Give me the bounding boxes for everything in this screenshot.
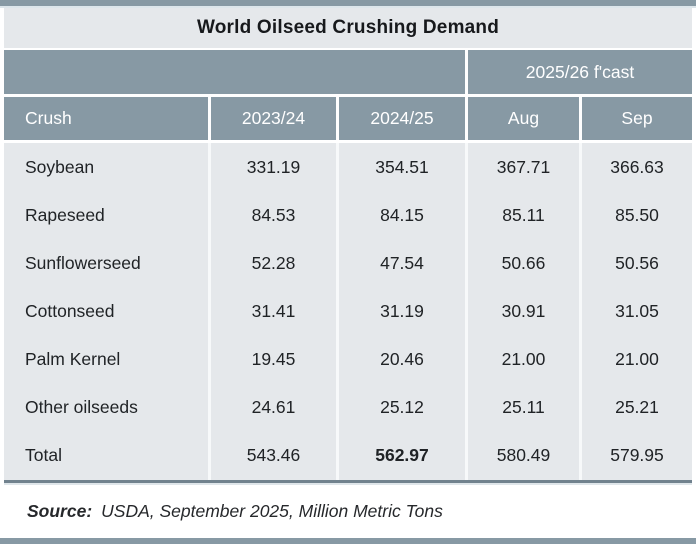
cell-2023-24: 31.41 (208, 287, 336, 336)
cell-aug: 50.66 (465, 239, 579, 288)
divider (4, 48, 692, 50)
cell-aug: 25.11 (465, 383, 579, 432)
page-title: World Oilseed Crushing Demand (196, 17, 500, 38)
cell-sep: 50.56 (579, 239, 692, 288)
row-label: Other oilseeds (25, 397, 138, 418)
table-row: Palm Kernel 19.45 20.46 21.00 21.00 (4, 335, 692, 384)
bottom-accent-bar (0, 538, 696, 544)
table-row: Rapeseed 84.53 84.15 85.11 85.50 (4, 191, 692, 240)
total-rule-light (4, 483, 692, 485)
column-header-row: Crush 2023/24 2024/25 Aug Sep (4, 97, 692, 140)
cell-sep: 579.95 (579, 431, 692, 480)
table-row: Other oilseeds 24.61 25.12 25.11 25.21 (4, 383, 692, 432)
cell-2024-25: 47.54 (336, 239, 465, 288)
row-label: Total (25, 445, 62, 466)
column-header-2023-24: 2023/24 (208, 97, 336, 140)
table-frame: World Oilseed Crushing Demand 2025/26 f'… (4, 8, 692, 538)
source-text: USDA, September 2025, Million Metric Ton… (101, 501, 443, 521)
cell-aug: 21.00 (465, 335, 579, 384)
source-band: Source: USDA, September 2025, Million Me… (4, 485, 692, 538)
row-label: Sunflowerseed (25, 252, 141, 273)
cell-aug: 580.49 (465, 431, 579, 480)
cell-aug: 30.91 (465, 287, 579, 336)
row-label: Palm Kernel (25, 349, 121, 370)
cell-2023-24: 19.45 (208, 335, 336, 384)
row-label: Rapeseed (25, 204, 105, 225)
top-hairline (0, 6, 696, 8)
cell-2023-24: 24.61 (208, 383, 336, 432)
column-header-aug: Aug (465, 97, 579, 140)
cell-sep: 25.21 (579, 383, 692, 432)
divider (4, 94, 692, 97)
forecast-group-header: 2025/26 f'cast (465, 50, 692, 94)
source-label: Source: (27, 501, 93, 521)
row-label: Cottonseed (25, 300, 115, 321)
title-band: World Oilseed Crushing Demand (4, 8, 692, 48)
bottom-margin (0, 544, 696, 548)
cell-aug: 367.71 (465, 143, 579, 192)
column-header-sep: Sep (579, 97, 692, 140)
cell-2024-25: 31.19 (336, 287, 465, 336)
table-row: Total 543.46 562.97 580.49 579.95 (4, 431, 692, 480)
column-header-2024-25: 2024/25 (336, 97, 465, 140)
cell-aug: 85.11 (465, 191, 579, 240)
forecast-header-spacer (4, 50, 465, 94)
forecast-header-row: 2025/26 f'cast (4, 50, 692, 94)
cell-2023-24: 543.46 (208, 431, 336, 480)
top-accent-bar (0, 0, 696, 6)
cell-2024-25: 25.12 (336, 383, 465, 432)
cell-2023-24: 52.28 (208, 239, 336, 288)
cell-2023-24: 84.53 (208, 191, 336, 240)
row-label: Soybean (25, 156, 95, 177)
table-row: Cottonseed 31.41 31.19 30.91 31.05 (4, 287, 692, 336)
cell-2024-25: 84.15 (336, 191, 465, 240)
total-rule (4, 480, 692, 483)
cell-2024-25: 20.46 (336, 335, 465, 384)
cell-sep: 31.05 (579, 287, 692, 336)
table-row: Sunflowerseed 52.28 47.54 50.66 50.56 (4, 239, 692, 288)
column-header-crush: Crush (25, 108, 72, 128)
divider (4, 140, 692, 143)
table-body: Soybean 331.19 354.51 367.71 366.63 Rape… (4, 143, 692, 480)
cell-sep: 21.00 (579, 335, 692, 384)
cell-2023-24: 331.19 (208, 143, 336, 192)
cell-sep: 366.63 (579, 143, 692, 192)
cell-2024-25: 562.97 (336, 431, 465, 480)
cell-2024-25: 354.51 (336, 143, 465, 192)
cell-sep: 85.50 (579, 191, 692, 240)
table-row: Soybean 331.19 354.51 367.71 366.63 (4, 143, 692, 192)
